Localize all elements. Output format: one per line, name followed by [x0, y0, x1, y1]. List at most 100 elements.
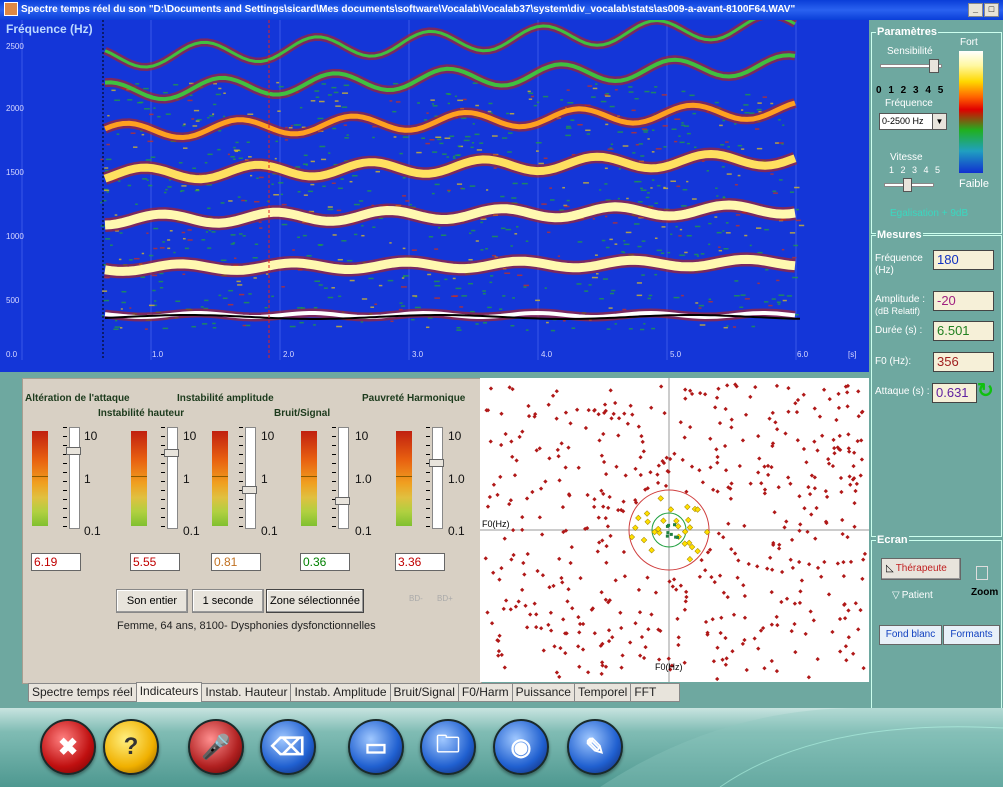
tab-spectre[interactable]: Spectre temps réel	[28, 683, 137, 702]
slider-ticks	[426, 427, 430, 527]
slider-ticks	[332, 427, 336, 527]
sensibilite-slider[interactable]	[880, 59, 942, 73]
vitesse-scale: 1 2 3 4 5	[889, 165, 943, 175]
cassette-icon[interactable]: ▭	[348, 719, 404, 775]
title-bar: Spectre temps réel du son "D:\Documents …	[0, 0, 1003, 20]
sensibilite-label: Sensibilité	[887, 46, 933, 57]
x-tick: 3.0	[412, 350, 424, 359]
gauge-top-label: 10	[448, 429, 462, 443]
edit-document-icon[interactable]: ✎	[567, 719, 623, 775]
y-tick: 2000	[6, 104, 24, 113]
slider-thumb[interactable]	[429, 459, 444, 467]
therapeute-icon: ◺	[886, 563, 894, 574]
value-hauteur: 5.55	[130, 553, 180, 571]
tab-indicateurs[interactable]: Indicateurs	[135, 682, 203, 702]
therapeute-button[interactable]: ◺ Thérapeute	[881, 558, 961, 580]
scatter-y-label: F0(Hz)	[655, 662, 683, 672]
tab-bruit-signal[interactable]: Bruit/Signal	[389, 683, 459, 702]
son-entier-button[interactable]: Son entier	[116, 589, 188, 613]
value-amplitude: 0.81	[211, 553, 261, 571]
gauge-bottom-label: 0.1	[261, 524, 278, 538]
chevron-down-icon[interactable]: ▼	[932, 114, 946, 129]
right-panel: Paramètres Sensibilité 0 1 2 3 4 5 Fréqu…	[870, 20, 1003, 718]
help-icon[interactable]: ?	[103, 719, 159, 775]
slider-thumb[interactable]	[164, 449, 179, 457]
gauge-top-label: 10	[355, 429, 369, 443]
one-second-button[interactable]: 1 seconde	[192, 589, 264, 613]
gauge-bottom-label: 0.1	[84, 524, 101, 538]
indicators-panel: Altération de l'attaque Instabilité haut…	[22, 378, 482, 684]
y-tick: 2500	[6, 42, 24, 51]
amplitude-unit: (dB Relatif)	[875, 306, 921, 316]
duree-value-box: 6.501	[933, 321, 994, 341]
slider-thumb[interactable]	[335, 497, 350, 505]
fort-label: Fort	[960, 37, 978, 48]
tab-instab-amplitude[interactable]: Instab. Amplitude	[290, 683, 391, 702]
slider-track[interactable]	[245, 427, 256, 529]
intensity-colorbar	[959, 51, 983, 173]
vitesse-label: Vitesse	[890, 152, 923, 163]
slider-thumb[interactable]	[66, 447, 81, 455]
bd-plus-button[interactable]: BD+	[437, 594, 453, 603]
fond-blanc-button[interactable]: Fond blanc	[879, 625, 942, 645]
bd-minus-button[interactable]: BD-	[409, 594, 423, 603]
spectrogram[interactable]	[0, 20, 869, 372]
ecran-group: Ecran ◺ Thérapeute Zoom ▽ Patient Fond bla…	[871, 534, 1002, 718]
value-harmonique: 3.36	[395, 553, 445, 571]
y-tick: 1500	[6, 168, 24, 177]
slider-track[interactable]	[69, 427, 80, 529]
frequence-unit: (Hz)	[875, 265, 894, 276]
slider-track[interactable]	[167, 427, 178, 529]
mesures-group: Mesures Fréquence (Hz) 180 Amplitude : (…	[871, 229, 1002, 537]
spectrogram-canvas[interactable]	[0, 20, 869, 372]
window-title: Spectre temps réel du son "D:\Documents …	[21, 4, 796, 15]
patient-button[interactable]: ▽ Patient	[892, 590, 933, 601]
tab-temporel[interactable]: Temporel	[573, 683, 632, 702]
slider-track[interactable]	[338, 427, 349, 529]
tab-instab-hauteur[interactable]: Instab. Hauteur	[201, 683, 292, 702]
tab-fft[interactable]: FFT	[630, 683, 681, 702]
title-hauteur: Instabilité hauteur	[98, 408, 185, 419]
toolbar-dock: ✖ ? 🎤 ⌫ ▭ 🗀 ◉ ✎	[0, 708, 1003, 787]
vitesse-slider[interactable]	[884, 178, 934, 192]
folder-icon[interactable]: 🗀	[420, 719, 476, 775]
formants-button[interactable]: Formants	[943, 625, 1000, 645]
value-bruit: 0.36	[300, 553, 350, 571]
y-tick: 1000	[6, 232, 24, 241]
title-bruit: Bruit/Signal	[274, 408, 331, 419]
x-tick: 6.0	[797, 350, 809, 359]
title-attaque: Altération de l'attaque	[25, 393, 130, 404]
parametres-group: Paramètres Sensibilité 0 1 2 3 4 5 Fréqu…	[871, 26, 1002, 234]
zone-selection-button[interactable]: Zone sélectionnée	[266, 589, 364, 613]
slider-track[interactable]	[432, 427, 443, 529]
zoom-checkbox[interactable]	[976, 566, 988, 580]
speaker-icon[interactable]: ◉	[493, 719, 549, 775]
microphone-icon[interactable]: 🎤	[188, 719, 244, 775]
patient-label: Patient	[901, 590, 933, 601]
amplitude-label: Amplitude :	[875, 294, 926, 305]
close-icon[interactable]: ✖	[40, 719, 96, 775]
frequence-select[interactable]: 0-2500 Hz ▼	[879, 113, 947, 130]
title-harmonique: Pauvreté Harmonique	[362, 393, 466, 404]
gauge-bar	[396, 431, 412, 526]
gauge-bar	[212, 431, 228, 526]
gauge-top-label: 10	[183, 429, 197, 443]
slider-ticks	[161, 427, 165, 527]
tab-bar: Spectre temps réel Indicateurs Instab. Hau…	[28, 682, 681, 702]
gauge-mid-label: 1.0	[355, 472, 372, 486]
minimize-button[interactable]: _	[968, 3, 983, 17]
maximize-button[interactable]: □	[984, 3, 999, 17]
gauge-bottom-label: 0.1	[448, 524, 465, 538]
parametres-title: Paramètres	[876, 26, 938, 38]
window-buttons: _ □	[967, 3, 999, 17]
eraser-icon[interactable]: ⌫	[260, 719, 316, 775]
refresh-icon[interactable]: ↻	[977, 380, 994, 402]
slider-ticks	[239, 427, 243, 527]
slider-thumb[interactable]	[242, 486, 257, 494]
f0-scatter-plot[interactable]: F0(Hz) F0(Hz)	[480, 378, 869, 682]
tab-puissance[interactable]: Puissance	[511, 683, 575, 702]
slider-ticks	[63, 427, 67, 527]
tab-f0-harm[interactable]: F0/Harm	[457, 683, 513, 702]
patient-icon: ▽	[892, 590, 900, 601]
zoom-label: Zoom	[971, 587, 999, 598]
